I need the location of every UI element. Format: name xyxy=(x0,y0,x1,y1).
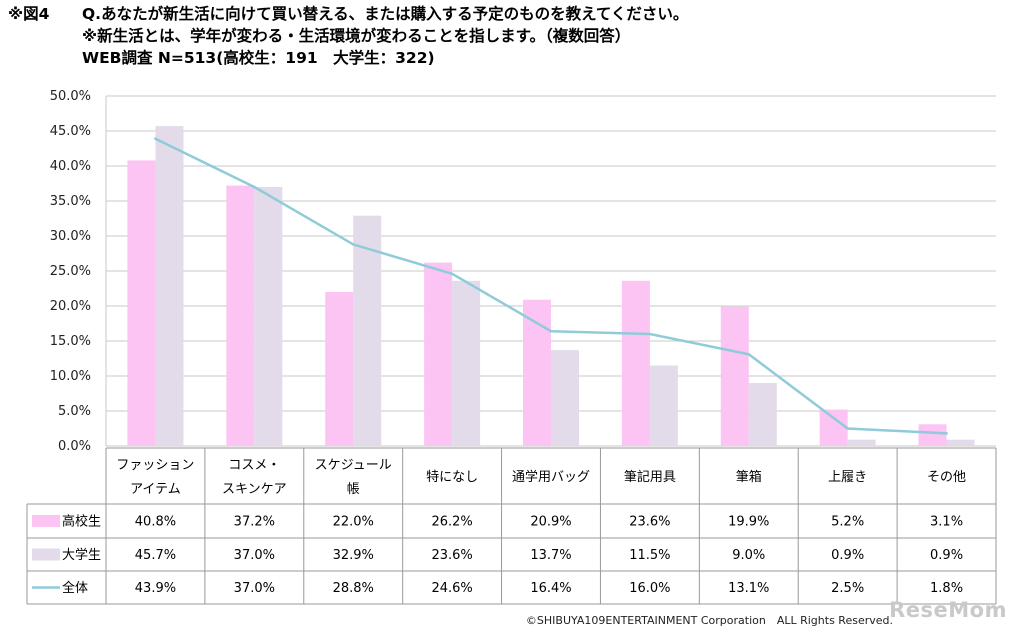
category-label: 上履き xyxy=(828,470,867,485)
data-label: 0.9% xyxy=(831,548,864,563)
chart-header: ※図4 Q.あなたが新生活に向けて買い替える、または購入する予定のものを教えてくだ… xyxy=(8,3,688,69)
y-tick-label: 15.0% xyxy=(50,334,91,349)
line-point xyxy=(450,272,454,276)
bar-highschool xyxy=(918,424,947,446)
data-label: 45.7% xyxy=(135,548,176,563)
line-point xyxy=(648,332,652,336)
data-label: 19.9% xyxy=(728,515,769,530)
line-point xyxy=(945,432,948,435)
bar-university xyxy=(748,383,777,446)
category-label: 帳 xyxy=(347,482,360,497)
data-label: 13.1% xyxy=(728,581,769,596)
data-label: 26.2% xyxy=(431,515,472,530)
data-label: 23.6% xyxy=(431,548,472,563)
legend-label: 高校生 xyxy=(62,514,101,530)
data-label: 37.0% xyxy=(234,548,275,563)
data-label: 1.8% xyxy=(930,581,963,596)
data-label: 3.1% xyxy=(930,515,963,530)
category-label: ファッション xyxy=(116,458,194,473)
legend-swatch xyxy=(32,515,60,527)
bar-university xyxy=(353,215,382,446)
copyright: ©SHIBUYA109ENTERTAINMENT Corporation ALL… xyxy=(525,614,893,627)
legend-label: 全体 xyxy=(62,580,88,596)
data-label: 24.6% xyxy=(431,581,472,596)
bar-highschool xyxy=(819,409,848,446)
bar-highschool xyxy=(720,306,749,446)
data-label: 5.2% xyxy=(831,515,864,530)
data-label: 28.8% xyxy=(333,581,374,596)
bar-university xyxy=(946,439,975,446)
survey-info: WEB調査 N=513(高校生：191 大学生：322) xyxy=(82,49,435,67)
line-point xyxy=(747,353,751,356)
y-tick-label: 35.0% xyxy=(50,194,91,209)
y-tick-label: 25.0% xyxy=(50,264,91,279)
data-label: 37.0% xyxy=(234,581,275,596)
line-point xyxy=(549,329,553,333)
data-label: 16.4% xyxy=(530,581,571,596)
line-point xyxy=(846,427,849,430)
category-label: スキンケア xyxy=(222,482,287,497)
bar-university xyxy=(452,280,481,446)
category-label: 特になし xyxy=(426,470,478,485)
y-tick-label: 20.0% xyxy=(50,299,91,314)
bar-highschool xyxy=(226,185,255,446)
data-label: 11.5% xyxy=(629,548,670,563)
line-point xyxy=(253,185,256,189)
y-tick-label: 50.0% xyxy=(50,89,91,104)
data-label: 43.9% xyxy=(135,581,176,596)
question-text: Q.あなたが新生活に向けて買い替える、または購入する予定のものを教えてください。 xyxy=(82,5,689,23)
y-tick-label: 40.0% xyxy=(50,159,91,174)
data-label: 2.5% xyxy=(831,581,864,596)
category-label: アイテム xyxy=(130,482,181,497)
data-label: 0.9% xyxy=(930,548,963,563)
category-label: 通学用バッグ xyxy=(512,469,590,485)
category-label: 筆記用具 xyxy=(624,469,676,485)
bar-university xyxy=(254,187,283,446)
data-label: 37.2% xyxy=(234,515,275,530)
data-label: 16.0% xyxy=(629,581,670,596)
data-label: 40.8% xyxy=(135,515,176,530)
category-label: その他 xyxy=(927,470,966,485)
category-label: スケジュール xyxy=(315,458,392,473)
line-point xyxy=(351,243,355,246)
legend-label: 大学生 xyxy=(62,547,101,563)
y-tick-label: 10.0% xyxy=(50,369,91,384)
legend-swatch xyxy=(32,548,60,561)
note-text: ※新生活とは、学年が変わる・生活環境が変わることを指します。（複数回答） xyxy=(82,27,631,45)
bar-university xyxy=(551,350,579,446)
bar-university xyxy=(155,126,184,446)
data-label: 13.7% xyxy=(530,548,571,563)
y-tick-label: 0.0% xyxy=(58,439,91,454)
bar-highschool xyxy=(621,280,650,446)
line-point xyxy=(154,137,157,140)
bar-highschool xyxy=(325,292,354,446)
y-tick-label: 45.0% xyxy=(50,124,91,139)
watermark-logo: ReseMom xyxy=(889,598,1007,622)
data-label: 23.6% xyxy=(629,515,670,530)
y-tick-label: 30.0% xyxy=(50,229,91,244)
data-label: 32.9% xyxy=(333,548,374,563)
category-label: 筆箱 xyxy=(736,469,762,485)
bar-highschool xyxy=(127,160,156,446)
data-label: 20.9% xyxy=(530,515,571,530)
title-line: ※図4 Q.あなたが新生活に向けて買い替える、または購入する予定のものを教えてくだ… xyxy=(8,3,688,25)
bar-highschool xyxy=(424,262,453,446)
y-tick-label: 5.0% xyxy=(58,404,91,419)
data-label: 9.0% xyxy=(732,548,765,563)
data-label: 22.0% xyxy=(333,515,374,530)
bar-university xyxy=(847,439,876,446)
bar-university xyxy=(649,365,678,446)
category-label: コスメ・ xyxy=(228,458,280,473)
figure-label: ※図4 xyxy=(8,5,50,23)
